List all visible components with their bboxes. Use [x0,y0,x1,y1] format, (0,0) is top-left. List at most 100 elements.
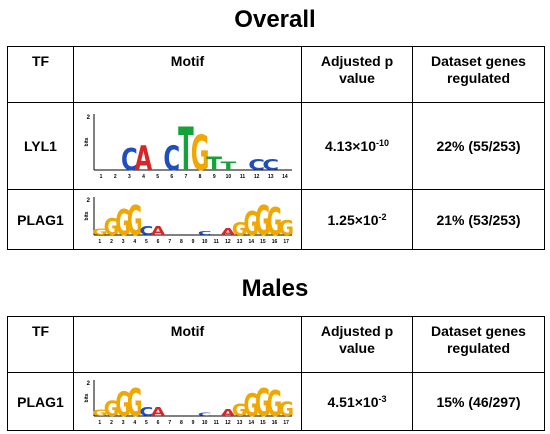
logo-position-label: 10 [225,174,231,180]
logo-letter-G: G [231,400,246,420]
logo-position-label: 5 [156,174,159,180]
header-pvalue: Adjusted p value [301,46,413,103]
genes-regulated: 15% (46/297) [412,372,545,431]
logo-position-label: 3 [127,174,130,180]
logo-letter-T: T [178,115,194,182]
logo-position-label: 7 [168,239,171,245]
logo-position-label: 10 [201,239,207,245]
pvalue-base: 1.25×10 [327,211,379,228]
logo-letter-G: G [115,202,130,243]
logo-letter-G: G [255,381,270,425]
table-row: PLAG1 2 bits 1 2 3 4 5 6 7 8 9 10 11 12 13 14 15 16 17 G G G G… [7,372,545,431]
pvalue-exponent: -2 [378,211,387,222]
header-tf: TF [7,46,74,103]
pvalue-cell: 4.51×10-3 [301,372,413,431]
logo-letter-T: T [206,153,222,174]
logo-letter-G: G [255,199,270,245]
logo-position-label: 4 [133,420,136,426]
logo-letter-G: G [190,125,209,181]
logo-position-label: 12 [225,420,231,426]
logo-letter-A: A [150,404,166,418]
logo-y-tick: 2 [86,381,90,387]
overall-table: TF Motif Adjusted p value Dataset genes … [7,46,545,250]
logo-letter-T: T [220,160,237,173]
header-genes: Dataset genes regulated [412,46,545,103]
logo-position-label: 17 [283,420,289,426]
logo-position-label: 6 [156,239,159,245]
logo-position-label: 7 [184,174,187,180]
logo-letter-G: G [266,382,281,425]
logo-position-label: 1 [98,239,101,245]
pvalue-exponent: -3 [378,393,387,404]
logo-letter-C: C [139,404,153,418]
logo-position-label: 12 [253,174,259,180]
logo-position-label: 16 [271,239,277,245]
logo-letter-C: C [163,138,180,178]
logo-position-label: 5 [145,239,148,245]
logo-letter-C: C [120,143,137,178]
logo-position-label: 2 [113,174,116,180]
logo-position-label: 11 [213,239,219,245]
logo-position-label: 2 [110,420,113,426]
pvalue-cell: 1.25×10-2 [301,189,413,250]
genes-regulated: 21% (53/253) [412,189,545,250]
pvalue-exponent: -10 [375,138,389,148]
logo-position-label: 1 [99,174,102,180]
logo-y-label: bits [84,137,90,146]
table-row: LYL1 2 bits 1 2 3 4 5 6 7 8 9 10 11 12 13 14 C A C T G T T C C 4… [7,102,545,190]
logo-letter-G: G [103,395,118,421]
tf-name: PLAG1 [7,372,74,431]
logo-position-label: 8 [179,239,182,245]
logo-position-label: 8 [198,174,201,180]
header-motif: Motif [73,46,302,103]
logo-position-label: 7 [168,420,171,426]
logo-position-label: 9 [191,420,194,426]
logo-position-label: 9 [212,174,215,180]
header-tf: TF [7,316,74,373]
logo-position-label: 6 [156,420,159,426]
pvalue-base: 4.13×10 [324,138,376,154]
logo-letter-A: A [134,138,152,178]
logo-position-label: 6 [170,174,173,180]
logo-position-label: 11 [239,174,245,180]
logo-position-label: 15 [260,420,266,426]
pvalue-base: 4.51×10 [327,393,379,410]
logo-position-label: 9 [191,239,194,245]
logo-position-label: 16 [271,420,277,426]
table-row: PLAG1 2 bits 1 2 3 4 5 6 7 8 9 10 11 12 13 14 15 16 17 G G G G… [7,189,545,250]
header-row: TF Motif Adjusted p value Dataset genes … [7,316,545,373]
logo-position-label: 11 [213,420,219,426]
logo-position-label: 1 [98,420,101,426]
logo-letter-G: G [92,227,107,237]
males-table: TF Motif Adjusted p value Dataset genes … [7,316,545,431]
logo-letter-G: G [278,216,293,240]
logo-position-label: 13 [236,239,242,245]
pvalue-cell: 4.13×10-10 [301,102,413,190]
logo-letter-G: G [127,381,142,425]
logo-position-label: 13 [236,420,242,426]
logo-y-tick: 2 [86,198,90,204]
logo-letter-G: G [103,214,118,240]
logo-position-label: 14 [248,420,254,426]
logo-letter-G: G [115,386,130,424]
header-row: TF Motif Adjusted p value Dataset genes … [7,46,545,103]
logo-letter-G: G [266,200,281,244]
logo-y-label: bits [84,211,90,220]
logo-position-label: 12 [225,239,231,245]
logo-y-tick: 2 [86,115,90,121]
section-title-overall: Overall [234,6,316,33]
logo-letter-G: G [92,408,107,418]
logo-position-label: 10 [201,420,207,426]
logo-letter-C: C [248,156,265,174]
genes-regulated: 22% (55/253) [412,102,545,190]
logo-letter-G: G [243,205,258,243]
logo-letter-G: G [231,219,246,239]
logo-y-label: bits [84,393,90,402]
logo-letter-G: G [278,398,293,420]
logo-letter-A: A [150,223,165,238]
logo-letter-G: G [243,388,258,424]
logo-position-label: 13 [268,174,274,180]
logo-position-label: 14 [248,239,254,245]
header-genes: Dataset genes regulated [412,316,545,373]
